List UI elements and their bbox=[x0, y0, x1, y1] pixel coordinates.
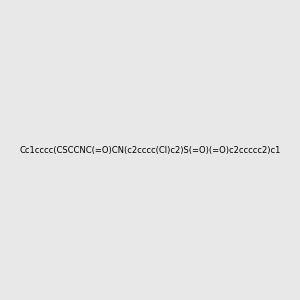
Text: Cc1cccc(CSCCNC(=O)CN(c2cccc(Cl)c2)S(=O)(=O)c2ccccc2)c1: Cc1cccc(CSCCNC(=O)CN(c2cccc(Cl)c2)S(=O)(… bbox=[19, 146, 281, 154]
